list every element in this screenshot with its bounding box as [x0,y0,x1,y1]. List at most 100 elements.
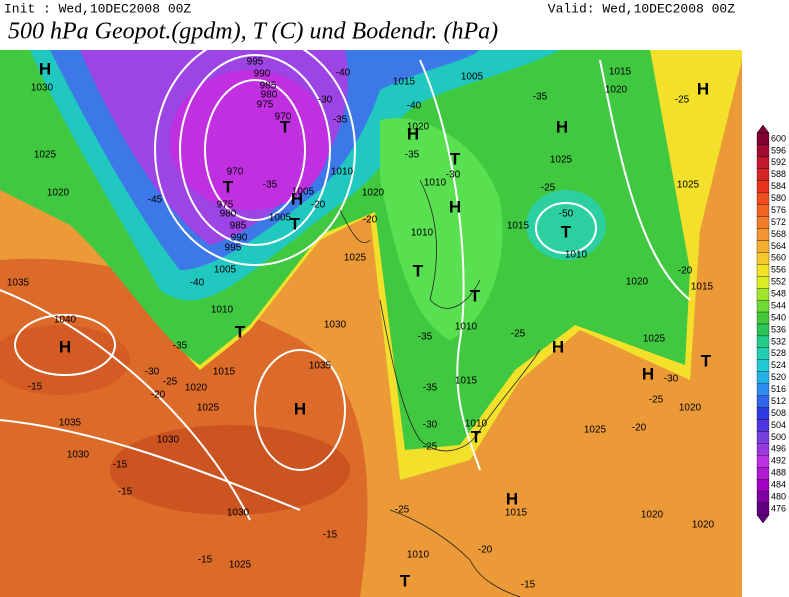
contour-label: 1015 [393,77,416,88]
contour-label: -25 [541,183,556,194]
pressure-center: H [556,117,568,136]
contour-label: 1005 [461,72,484,83]
colorbar-label: 480 [771,491,786,501]
colorbar-swatch [756,383,770,396]
colorbar-label: 596 [771,145,786,155]
map-background [0,50,742,597]
contour-label: 990 [254,69,271,80]
contour-label: -30 [423,420,438,431]
contour-label: 1010 [411,228,434,239]
colorbar-label: 560 [771,253,786,263]
pressure-center: T [470,286,481,305]
colorbar-label: 556 [771,265,786,275]
colorbar-label: 532 [771,336,786,346]
pressure-center: T [701,351,712,370]
contour-label: 1025 [197,403,220,414]
pressure-center: H [697,79,709,98]
contour-label: 995 [247,57,264,68]
pressure-center: T [450,149,461,168]
colorbar-swatch [756,455,770,468]
colorbar-label: 564 [771,241,786,251]
contour-label: 1015 [507,221,530,232]
contour-label: -25 [163,377,178,388]
colorbar-swatch [756,311,770,325]
contour-label: 980 [220,209,237,220]
contour-label: -20 [678,266,693,277]
contour-label: 1005 [292,187,315,198]
contour-label: 1025 [550,155,573,166]
colorbar-swatch [756,371,770,384]
contour-label: 1030 [157,435,180,446]
colorbar-swatch [756,288,770,301]
contour-label: 1030 [31,83,54,94]
colorbar-label: 568 [771,229,786,239]
colorbar-label: 492 [771,456,786,466]
contour-label: 1015 [505,508,528,519]
pressure-center: T [290,214,301,233]
colorbar-label: 500 [771,432,786,442]
pressure-center: T [471,427,482,446]
contour-label: 990 [231,233,248,244]
colorbar-end [756,514,770,524]
contour-label: 1020 [407,122,430,133]
contour-label: -50 [559,209,574,220]
contour-label: 975 [257,100,274,111]
colorbar-swatch [756,228,770,241]
contour-label: -35 [533,92,548,103]
contour-label: 1015 [691,282,714,293]
colorbar-swatch [756,479,770,492]
contour-label: 1025 [34,150,57,161]
contour-label: 1025 [344,253,367,264]
colorbar-label: 508 [771,408,786,418]
map-labels: H103010251020H10401035-15103510301030-15… [7,57,715,591]
colorbar-swatch [756,395,770,408]
contour-label: 1020 [641,510,664,521]
pressure-center: H [291,189,303,208]
colorbar-swatch [756,204,770,217]
contour-label: 1035 [309,361,332,372]
colorbar-swatch [756,252,770,265]
colorbar-label: 588 [771,169,786,179]
colorbar-label: 504 [771,420,786,430]
contour-label: 1020 [47,188,70,199]
contour-label: -15 [521,580,536,591]
contour-label: 1035 [59,418,82,429]
colorbar-label: 496 [771,444,786,454]
colorbar-swatch [756,180,770,193]
colorbar-swatch [756,216,770,229]
colorbar-swatch [756,419,770,432]
contour-label: 1020 [626,277,649,288]
contour-label: -35 [173,341,188,352]
colorbar-swatch [756,192,770,205]
contour-label: -30 [318,95,333,106]
contour-label: -20 [363,215,378,226]
contour-label: 1010 [565,250,588,261]
contour-label: -25 [675,95,690,106]
colorbar-swatch [756,359,770,372]
contour-label: 995 [225,243,242,254]
contour-label: -30 [664,374,679,385]
contour-label: 1010 [465,419,488,430]
colorbar-label: 592 [771,157,786,167]
contour-label: -20 [632,423,647,434]
contour-label: 1020 [362,188,385,199]
pressure-center: H [39,59,51,78]
colorbar-swatch [756,502,770,516]
contour-label: 1030 [324,320,347,331]
colorbar: 600 596 592 588 584 580 576 572 568 564 560 556 552 5… [756,124,786,524]
contour-label: 1025 [643,334,666,345]
contour-label: -20 [151,390,166,401]
contour-label: -35 [405,150,420,161]
contour-label: 1035 [7,278,30,289]
contour-label: 1030 [227,508,250,519]
contour-label: 1020 [605,85,628,96]
contour-label: -25 [395,505,410,516]
pressure-center: T [400,571,411,590]
colorbar-label: 584 [771,181,786,191]
colorbar-swatch [756,443,770,456]
colorbar-label: 548 [771,289,786,299]
colorbar-label: 536 [771,324,786,334]
coastlines [339,179,541,597]
colorbar-swatch [756,467,770,480]
